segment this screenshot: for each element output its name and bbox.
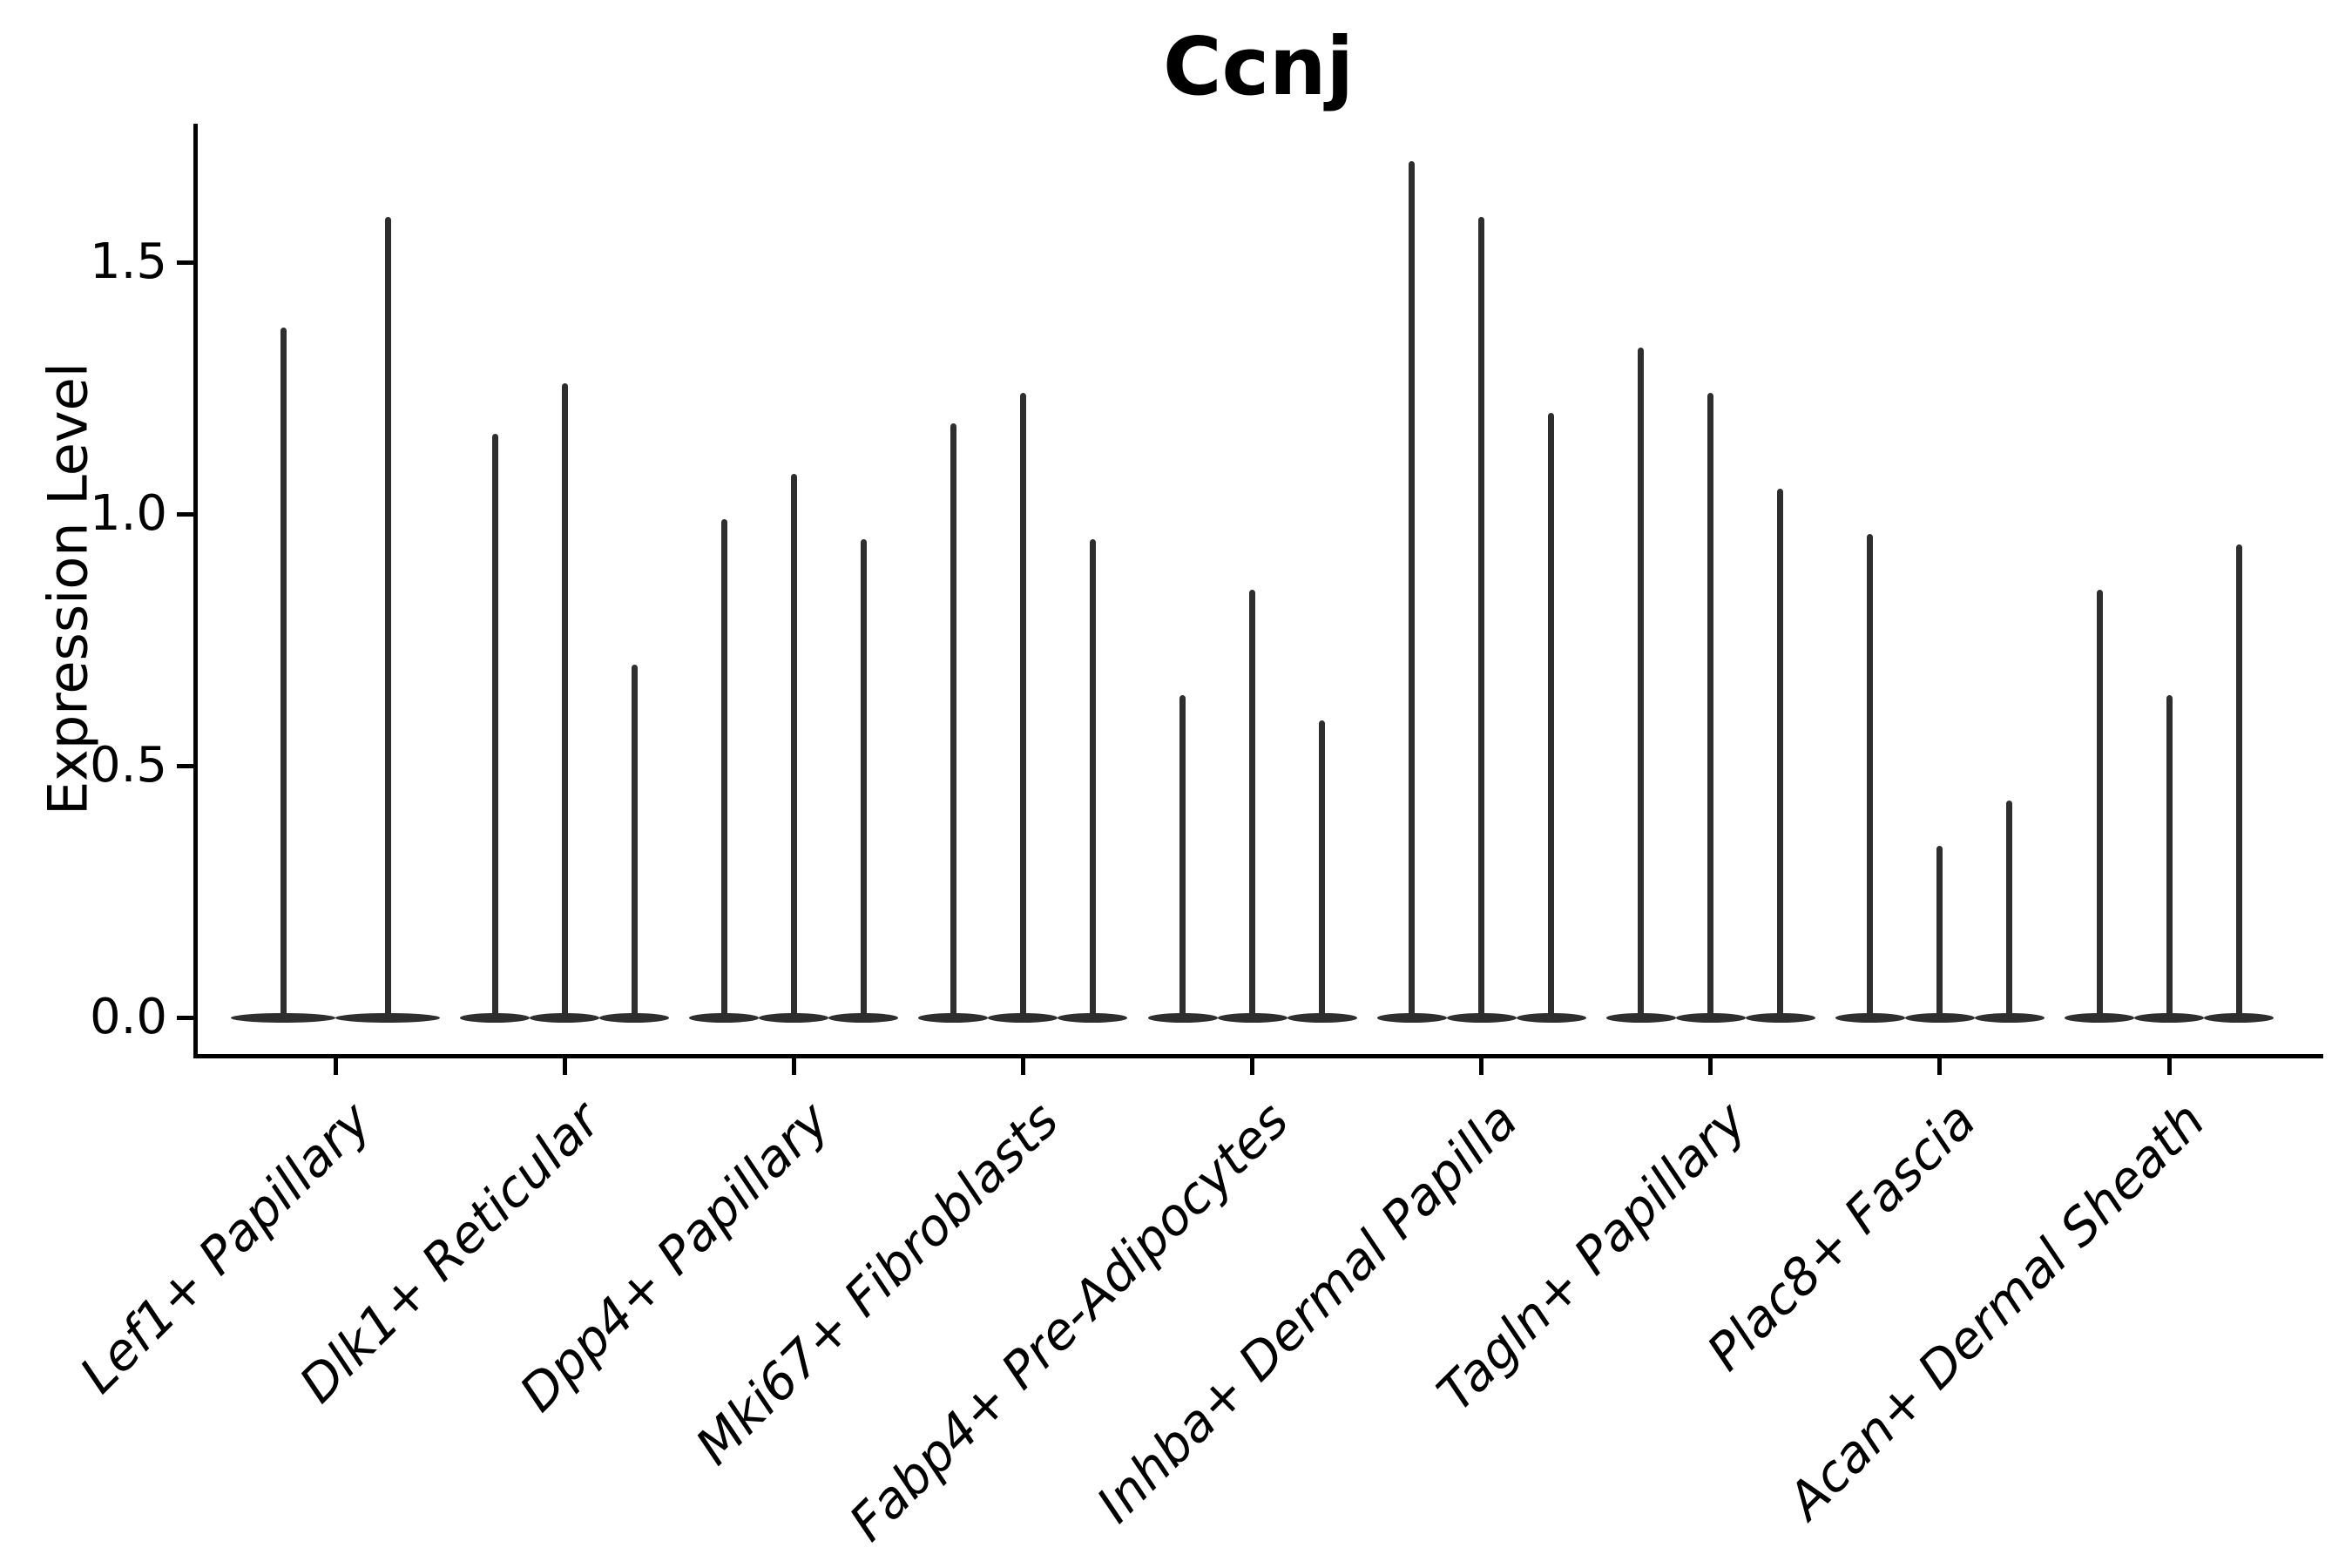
x-axis-label: Fabp4+ Pre-Adipocytes	[837, 1090, 1300, 1552]
x-tick	[1020, 1058, 1025, 1075]
y-tick-label: 1.0	[89, 485, 167, 542]
x-axis-label: Acan+ Dermal Sheath	[1776, 1090, 2216, 1531]
violin-spike	[1548, 413, 1555, 1017]
violin-base	[1287, 1012, 1357, 1023]
violin-spike	[950, 422, 956, 1017]
violin-base	[2065, 1012, 2134, 1023]
violin-base	[2134, 1012, 2204, 1023]
y-tick	[177, 763, 193, 768]
y-tick	[177, 1015, 193, 1020]
violin-spike	[2096, 589, 2103, 1017]
violin-spike	[1179, 695, 1186, 1017]
violin-base	[1217, 1012, 1288, 1023]
violin-base	[1058, 1012, 1128, 1023]
violin-base	[918, 1012, 989, 1023]
x-tick	[1479, 1058, 1484, 1075]
violin-spike	[631, 665, 638, 1017]
violin-spike	[1867, 534, 1874, 1017]
violin-base	[1516, 1012, 1586, 1023]
y-tick-label: 1.5	[89, 233, 167, 290]
violin-spike	[1249, 589, 1255, 1017]
violin-base	[689, 1012, 760, 1023]
violin-spike	[790, 473, 797, 1017]
y-tick	[177, 260, 193, 265]
violin-base	[1446, 1012, 1517, 1023]
violin-spike	[1319, 720, 1325, 1017]
x-tick	[2166, 1058, 2172, 1075]
violin-base	[1904, 1012, 1975, 1023]
violin-spike	[491, 433, 498, 1017]
violin-base	[759, 1012, 829, 1023]
violin-spike	[280, 328, 287, 1017]
y-tick-label: 0.0	[89, 989, 167, 1045]
violin-base	[1605, 1012, 1676, 1023]
violin-base	[599, 1012, 670, 1023]
y-axis-spine	[193, 124, 198, 1058]
violin-base	[231, 1012, 335, 1023]
x-tick	[333, 1058, 338, 1075]
violin-spike	[2006, 801, 2013, 1017]
violin-spike	[1638, 348, 1645, 1017]
violin-base	[828, 1012, 899, 1023]
violin-spike	[384, 216, 391, 1017]
violin-spike	[720, 518, 727, 1017]
x-tick	[562, 1058, 567, 1075]
violin-base	[1835, 1012, 1905, 1023]
violin-base	[1675, 1012, 1746, 1023]
x-axis-spine	[193, 1054, 2323, 1058]
x-tick	[791, 1058, 796, 1075]
violin-base	[1147, 1012, 1218, 1023]
violin-spike	[2166, 695, 2173, 1017]
violin-spike	[860, 538, 867, 1017]
y-tick	[177, 511, 193, 517]
violin-base	[530, 1012, 600, 1023]
x-tick	[1937, 1058, 1943, 1075]
violin-base	[460, 1012, 531, 1023]
violin-base	[1745, 1012, 1815, 1023]
x-tick	[1708, 1058, 1713, 1075]
violin-spike	[1089, 538, 1096, 1017]
chart-title: Ccnj	[1162, 20, 1355, 113]
violin-spike	[1019, 393, 1026, 1017]
violin-spike	[1777, 489, 1784, 1017]
violin-spike	[1707, 393, 1714, 1017]
x-axis-label: Inhba+ Dermal Papilla	[1085, 1090, 1529, 1535]
violin-base	[1974, 1012, 2044, 1023]
violin-base	[335, 1012, 440, 1023]
violin-spike	[1478, 216, 1485, 1017]
violin-base	[1376, 1012, 1447, 1023]
y-tick-label: 0.5	[89, 737, 167, 794]
violin-spike	[1936, 846, 1943, 1017]
violin-spike	[1409, 161, 1416, 1017]
violin-base	[2204, 1012, 2274, 1023]
x-tick	[1250, 1058, 1254, 1075]
violin-base	[988, 1012, 1058, 1023]
violin-spike	[2235, 544, 2242, 1017]
violin-spike	[561, 382, 568, 1017]
